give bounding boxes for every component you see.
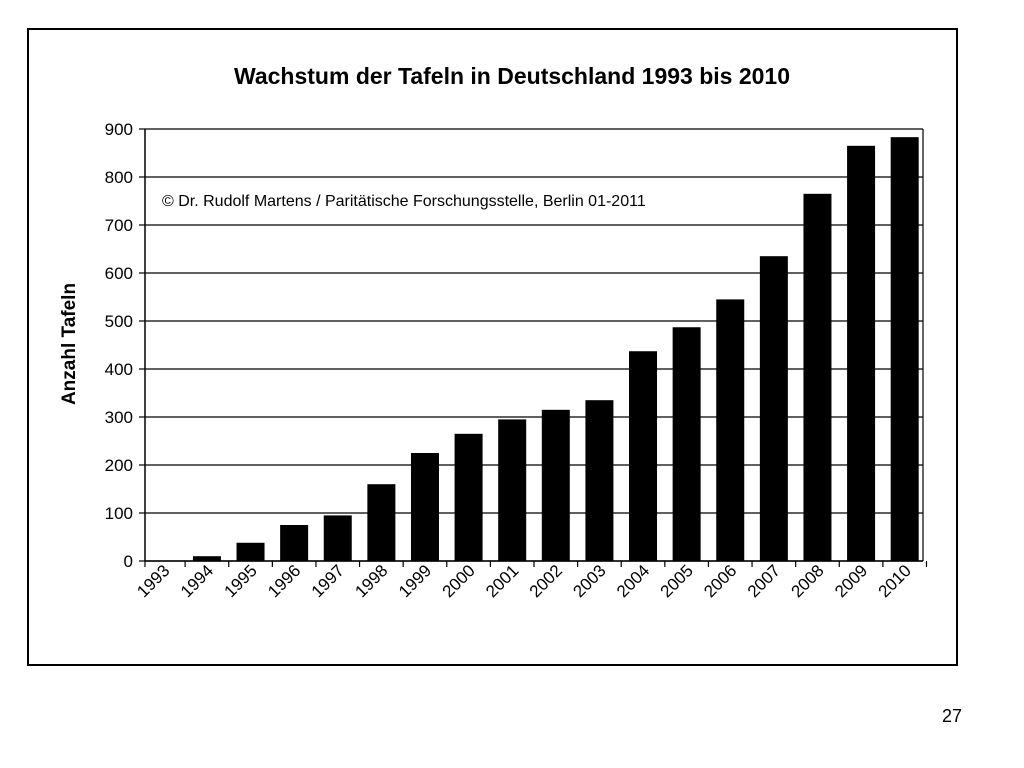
chart-frame: Wachstum der Tafeln in Deutschland 1993 … bbox=[27, 28, 958, 666]
bar bbox=[192, 556, 221, 561]
x-tick-label: 1999 bbox=[395, 561, 435, 601]
bar bbox=[280, 525, 309, 561]
x-tick-label: 2009 bbox=[831, 561, 871, 601]
y-tick-label: 300 bbox=[105, 408, 133, 427]
y-tick-label: 0 bbox=[124, 552, 133, 571]
y-tick-label: 900 bbox=[105, 120, 133, 139]
bar bbox=[890, 137, 919, 561]
bar bbox=[672, 327, 701, 561]
slide-number: 27 bbox=[941, 706, 962, 726]
bar bbox=[716, 299, 745, 561]
x-tick-label: 2003 bbox=[569, 561, 609, 601]
y-tick-label: 100 bbox=[105, 504, 133, 523]
copyright-annotation: © Dr. Rudolf Martens / Paritätische Fors… bbox=[162, 193, 646, 210]
x-tick-label: 2008 bbox=[787, 561, 827, 601]
bar bbox=[541, 409, 570, 561]
bar bbox=[454, 433, 483, 561]
bar bbox=[236, 542, 265, 561]
x-tick-label: 1996 bbox=[264, 561, 304, 601]
x-tick-label: 2010 bbox=[875, 561, 915, 601]
y-tick-label: 500 bbox=[105, 312, 133, 331]
bar bbox=[585, 400, 614, 561]
x-tick-label: 2002 bbox=[526, 561, 566, 601]
bar bbox=[498, 419, 527, 561]
y-tick-label: 400 bbox=[105, 360, 133, 379]
bar bbox=[410, 453, 439, 561]
y-axis-label: Anzahl Tafeln bbox=[59, 283, 80, 405]
bar bbox=[367, 484, 396, 561]
bar bbox=[323, 515, 352, 561]
x-tick-label: 1997 bbox=[308, 561, 348, 601]
bar bbox=[847, 145, 876, 562]
chart-title: Wachstum der Tafeln in Deutschland 1993 … bbox=[234, 63, 790, 89]
x-tick-label: 1994 bbox=[177, 561, 217, 601]
x-tick-label: 2007 bbox=[744, 561, 784, 601]
x-tick-label: 2001 bbox=[482, 561, 522, 601]
x-tick-label: 2006 bbox=[700, 561, 740, 601]
x-tick-label: 2004 bbox=[613, 561, 653, 601]
x-tick-label: 1995 bbox=[221, 561, 261, 601]
gridlines bbox=[145, 128, 923, 562]
bar bbox=[759, 256, 788, 561]
bar-chart: Wachstum der Tafeln in Deutschland 1993 … bbox=[59, 63, 928, 601]
x-tick-label: 2000 bbox=[439, 561, 479, 601]
y-tick-label: 800 bbox=[105, 168, 133, 187]
bar bbox=[629, 351, 658, 561]
y-tick-label: 700 bbox=[105, 216, 133, 235]
x-tick-label: 2005 bbox=[657, 561, 697, 601]
y-tick-label: 200 bbox=[105, 456, 133, 475]
x-tick-label: 1998 bbox=[351, 561, 391, 601]
y-tick-label: 600 bbox=[105, 264, 133, 283]
bars bbox=[192, 137, 919, 562]
x-tick-label: 1993 bbox=[133, 561, 173, 601]
bar bbox=[803, 193, 832, 562]
